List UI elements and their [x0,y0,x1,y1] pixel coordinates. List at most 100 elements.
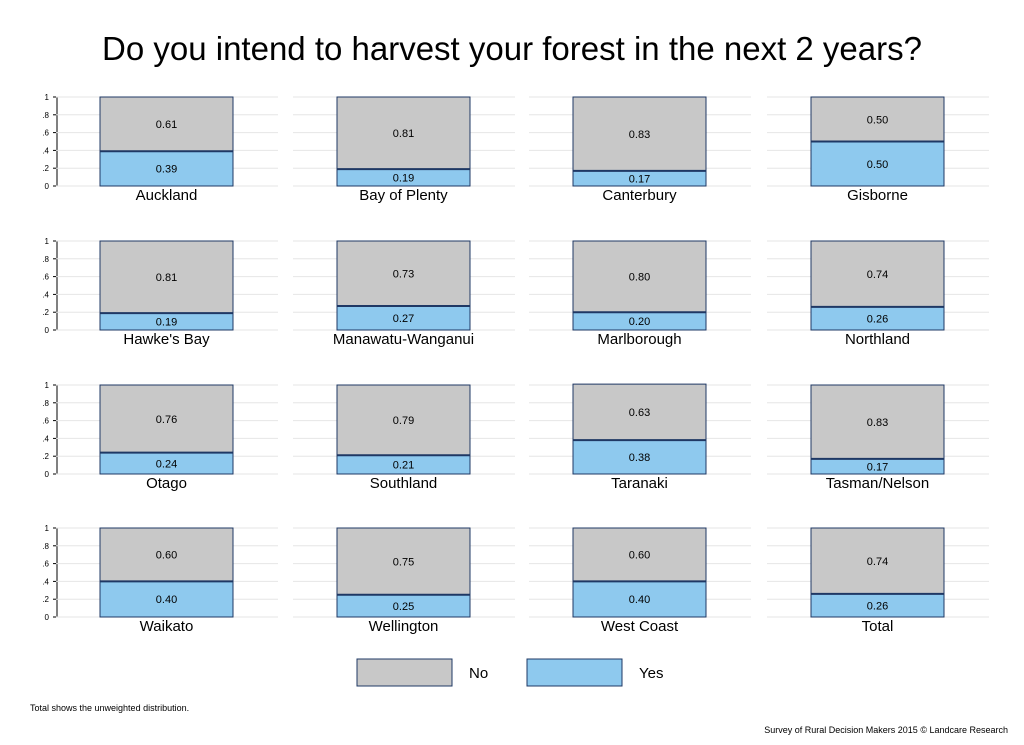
panel-label: Canterbury [602,187,677,204]
bar-no [99,527,234,582]
y-tick-label: .8 [42,255,49,264]
bar-no [810,96,945,142]
y-tick-label: .6 [42,560,49,569]
y-tick-label: .8 [42,542,49,551]
panel-label: Hawke's Bay [123,331,210,348]
y-tick-label: 0 [45,182,50,191]
value-label-no: 0.74 [867,556,888,568]
legend-item-yes: Yes [526,658,663,687]
panel-label: Wellington [369,618,439,635]
value-label-yes: 0.19 [156,317,177,329]
bar-no [810,384,945,460]
panel-label: Gisborne [847,187,908,204]
panel-hawke-s-bay: 0.81 0.19 Hawke's Bay [56,240,278,348]
value-label-yes: 0.24 [156,458,177,470]
value-label-no: 0.81 [393,128,414,140]
panel-label: Auckland [136,187,198,204]
value-label-no: 0.61 [156,119,177,131]
value-label-yes: 0.26 [867,313,888,325]
panel-waikato: 0.60 0.40 Waikato [56,527,278,635]
bar-no [99,384,234,454]
y-tick-label: .2 [42,164,49,173]
bar-no [99,240,234,314]
panel-otago: 0.76 0.24 Otago [56,384,278,492]
legend-item-no: No [356,658,488,687]
y-axis-row-3: 0 .2 .4 .6 .8 1 [42,381,58,479]
panel-tasman-nelson: 0.83 0.17 Tasman/Nelson [767,384,989,492]
y-tick-label: .4 [42,146,49,155]
bar-no [810,527,945,595]
panel-total: 0.74 0.26 Total [767,527,989,635]
y-tick-label: 1 [45,524,50,533]
bar-no [336,240,471,307]
legend-label-yes: Yes [639,665,663,682]
y-tick-label: .2 [42,595,49,604]
y-axis-row-2: 0 .2 .4 .6 .8 1 [42,237,58,335]
y-tick-label: 0 [45,613,50,622]
y-axis-row-4: 0 .2 .4 .6 .8 1 [42,524,58,622]
bar-yes [572,580,707,618]
footnote: Total shows the unweighted distribution. [30,703,189,713]
value-label-no: 0.60 [629,550,650,562]
bar-yes [572,439,707,475]
panel-label: Total [862,618,894,635]
panel-bay-of-plenty: 0.81 0.19 Bay of Plenty [293,96,515,204]
value-label-no: 0.63 [629,407,650,419]
value-label-yes: 0.17 [629,173,650,185]
value-label-yes: 0.21 [393,460,414,472]
bar-yes [99,580,234,618]
panel-label: Taranaki [611,475,668,492]
bar-no [572,240,707,313]
panel-label: Southland [370,475,438,492]
y-tick-label: 1 [45,237,50,246]
panel-auckland: 0.61 0.39 Auckland [56,96,278,204]
value-label-no: 0.60 [156,550,177,562]
panel-label: Manawatu-Wanganui [333,331,474,348]
value-label-yes: 0.26 [867,600,888,612]
panel-southland: 0.79 0.21 Southland [293,384,515,492]
panel-label: Tasman/Nelson [826,475,929,492]
panel-label: Northland [845,331,910,348]
y-tick-label: .6 [42,417,49,426]
legend-swatch-yes [526,658,623,687]
y-tick-label: .4 [42,434,49,443]
value-label-yes: 0.39 [156,164,177,176]
value-label-no: 0.83 [867,417,888,429]
value-label-no: 0.81 [156,272,177,284]
panel-canterbury: 0.83 0.17 Canterbury [529,96,751,204]
panel-label: Marlborough [597,331,681,348]
panel-label: Bay of Plenty [359,187,448,204]
value-label-yes: 0.19 [393,173,414,185]
value-label-no: 0.83 [629,129,650,141]
value-label-yes: 0.40 [156,594,177,606]
panel-marlborough: 0.80 0.20 Marlborough [529,240,751,348]
value-label-yes: 0.17 [867,461,888,473]
legend: No Yes [356,658,663,687]
value-label-no: 0.75 [393,556,414,568]
panel-manawatu-wanganui: 0.73 0.27 Manawatu-Wanganui [293,240,515,348]
panel-label: Waikato [140,618,194,635]
panel-gisborne: 0.50 0.50 Gisborne [767,96,989,204]
value-label-yes: 0.27 [393,313,414,325]
y-tick-label: .2 [42,452,49,461]
legend-swatch-no [356,658,453,687]
y-tick-label: .4 [42,577,49,586]
value-label-yes: 0.20 [629,316,650,328]
value-label-no: 0.80 [629,272,650,284]
legend-label-no: No [469,665,488,682]
value-label-yes: 0.50 [867,159,888,171]
value-label-no: 0.74 [867,269,888,281]
panels-grid: 0 .2 .4 .6 .8 1 0 .2 .4 .6 .8 1 0 .2 .4 .6 .8 1 0 .2 .4 .6 .8 1… [42,93,989,635]
y-tick-label: 0 [45,326,50,335]
chart-title: Do you intend to harvest your forest in … [102,30,922,67]
bar-yes [336,305,471,331]
y-tick-label: .2 [42,308,49,317]
y-tick-label: .8 [42,399,49,408]
panel-label: West Coast [601,618,679,635]
panel-taranaki: 0.63 0.38 Taranaki [529,383,751,492]
panel-label: Otago [146,475,187,492]
value-label-no: 0.73 [393,268,414,280]
bar-no [810,240,945,308]
panel-west-coast: 0.60 0.40 West Coast [529,527,751,635]
bar-no [572,96,707,172]
